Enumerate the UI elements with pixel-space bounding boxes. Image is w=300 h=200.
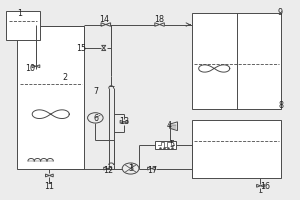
Bar <box>192 13 281 109</box>
Text: 9: 9 <box>277 8 283 17</box>
Text: 15: 15 <box>76 44 87 53</box>
Text: 14: 14 <box>100 15 110 24</box>
Text: 7: 7 <box>93 87 98 96</box>
Bar <box>6 11 40 40</box>
Text: 1: 1 <box>17 9 22 18</box>
Text: 17: 17 <box>147 166 158 175</box>
Text: 2: 2 <box>62 73 68 82</box>
Text: 5: 5 <box>170 140 175 149</box>
Text: 13: 13 <box>120 117 130 126</box>
Bar <box>155 141 176 149</box>
Bar <box>192 120 281 178</box>
Bar <box>17 26 84 169</box>
Text: 3: 3 <box>128 164 133 173</box>
Text: 16: 16 <box>261 182 271 191</box>
Text: 10: 10 <box>26 64 36 73</box>
Text: 4: 4 <box>167 121 172 130</box>
Text: 11: 11 <box>44 182 54 191</box>
Text: 18: 18 <box>154 15 164 24</box>
Text: 6: 6 <box>94 114 99 123</box>
Text: 12: 12 <box>103 166 113 175</box>
Text: 8: 8 <box>279 101 284 110</box>
